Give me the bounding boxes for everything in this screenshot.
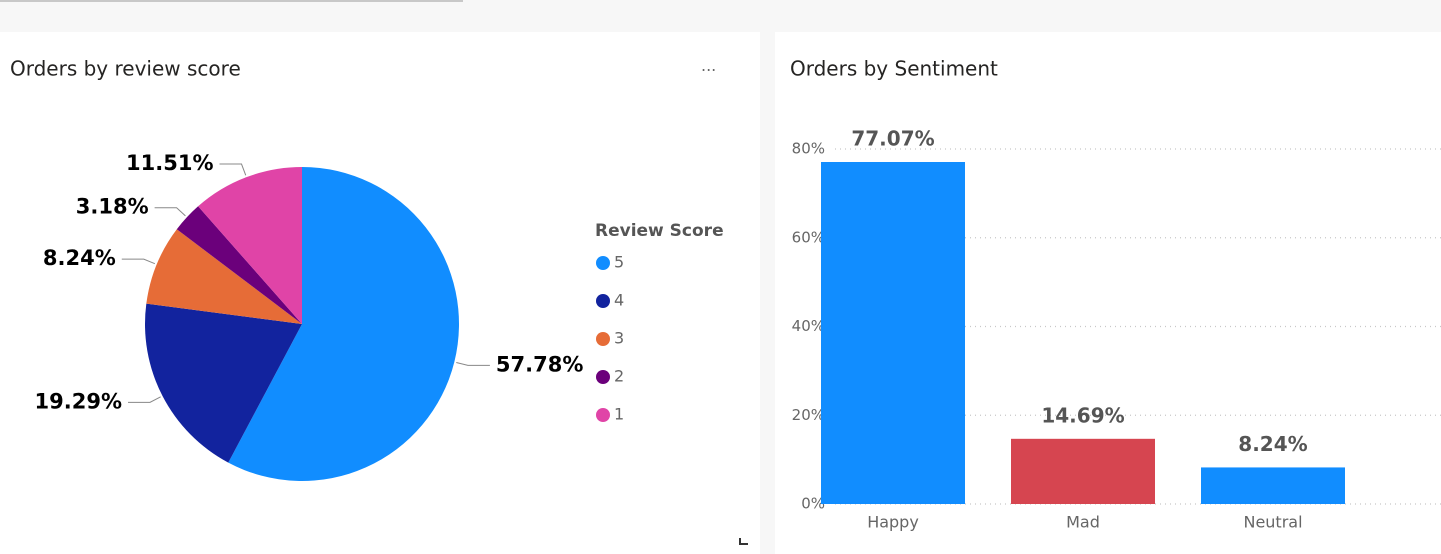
x-tick-label: Happy <box>867 513 919 532</box>
data-label: 11.51% <box>126 151 213 175</box>
legend-marker <box>596 332 610 346</box>
y-tick-label: 0% <box>801 495 825 513</box>
leader-line <box>154 207 186 217</box>
resize-handle[interactable] <box>739 538 748 545</box>
pie-slice <box>228 167 459 481</box>
data-label: 8.24% <box>43 246 116 270</box>
legend-marker <box>596 408 610 422</box>
y-tick-label: 40% <box>792 317 825 335</box>
bar <box>821 162 965 504</box>
x-tick-label: Mad <box>1066 513 1100 532</box>
data-label: 77.07% <box>851 127 934 151</box>
y-tick-label: 80% <box>792 140 825 158</box>
data-label: 19.29% <box>35 389 122 413</box>
pie-slice <box>146 229 302 324</box>
data-label: 57.78% <box>496 352 583 376</box>
data-label: 14.69% <box>1041 403 1124 427</box>
legend-label: 1 <box>614 405 624 424</box>
y-tick-label: 20% <box>792 406 825 424</box>
data-label: 3.18% <box>76 195 149 219</box>
legend-label: 3 <box>614 329 624 348</box>
pie-slice <box>198 167 302 324</box>
y-tick-label: 60% <box>792 228 825 246</box>
legend-label: 2 <box>614 367 624 386</box>
x-tick-label: Neutral <box>1243 513 1302 532</box>
leader-line <box>128 396 161 403</box>
chart-title: Orders by review score <box>10 57 241 81</box>
data-label: 8.24% <box>1238 432 1307 456</box>
leader-line <box>219 163 247 176</box>
chart-title: Orders by Sentiment <box>790 57 998 81</box>
legend-label: 5 <box>614 253 624 272</box>
bar <box>1011 438 1155 504</box>
legend-label: 4 <box>614 291 624 310</box>
legend-marker <box>596 256 610 270</box>
legend-marker <box>596 370 610 384</box>
pie-slice <box>176 206 302 324</box>
pie-slice <box>145 303 302 463</box>
more-options[interactable]: ··· <box>701 61 716 80</box>
leader-line <box>121 258 156 265</box>
legend-title: Review Score <box>595 221 724 241</box>
legend-marker <box>596 294 610 308</box>
bar <box>1201 467 1345 504</box>
leader-line <box>456 361 490 366</box>
